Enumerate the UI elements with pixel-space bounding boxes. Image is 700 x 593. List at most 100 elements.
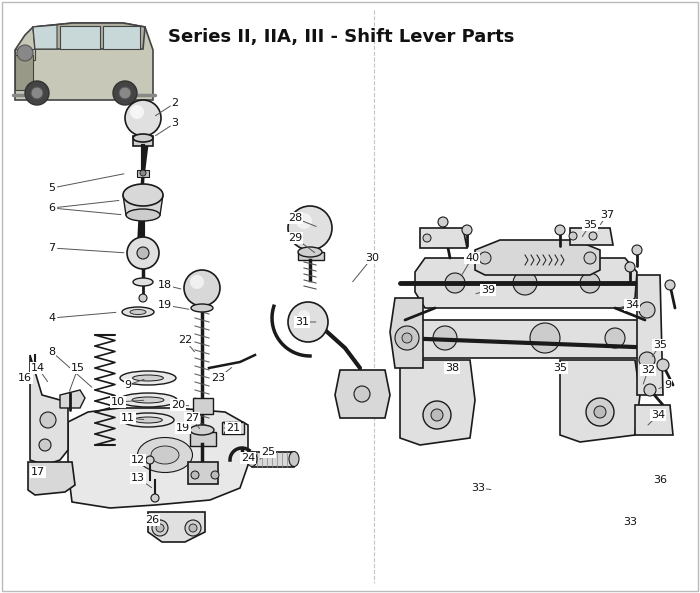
Text: 2: 2 (172, 98, 178, 108)
Circle shape (139, 294, 147, 302)
Polygon shape (60, 26, 100, 49)
Ellipse shape (132, 375, 163, 381)
Bar (15, 55, 33, 90)
Circle shape (438, 217, 448, 227)
Circle shape (632, 245, 642, 255)
Text: 17: 17 (31, 467, 45, 477)
Circle shape (25, 81, 49, 105)
Polygon shape (637, 275, 663, 395)
Circle shape (479, 252, 491, 264)
Polygon shape (68, 408, 248, 508)
Circle shape (462, 225, 472, 235)
Circle shape (644, 384, 656, 396)
Polygon shape (15, 49, 35, 60)
Text: 32: 32 (641, 365, 655, 375)
Text: 19: 19 (176, 423, 190, 433)
Polygon shape (33, 25, 57, 49)
Circle shape (190, 275, 204, 289)
Text: 15: 15 (71, 363, 85, 373)
Bar (252, 452, 294, 467)
Circle shape (657, 359, 669, 371)
Circle shape (584, 252, 596, 264)
Circle shape (127, 237, 159, 269)
Polygon shape (397, 320, 655, 358)
Text: 24: 24 (241, 453, 255, 463)
Text: 30: 30 (365, 253, 379, 263)
Text: 34: 34 (651, 410, 665, 420)
Text: 5: 5 (48, 183, 55, 193)
Circle shape (605, 328, 625, 348)
Polygon shape (560, 360, 640, 442)
Ellipse shape (133, 278, 153, 286)
Circle shape (125, 100, 161, 136)
Bar (188, 462, 218, 484)
Polygon shape (103, 26, 140, 49)
Text: 33: 33 (623, 517, 637, 527)
Polygon shape (15, 23, 153, 100)
Circle shape (530, 323, 560, 353)
Text: 10: 10 (111, 397, 125, 407)
Text: 27: 27 (185, 413, 199, 423)
Ellipse shape (122, 307, 154, 317)
Circle shape (189, 524, 197, 532)
Text: 11: 11 (121, 413, 135, 423)
Ellipse shape (119, 393, 177, 407)
Text: 7: 7 (48, 243, 55, 253)
Polygon shape (390, 298, 423, 368)
Circle shape (32, 362, 38, 368)
Bar (190, 432, 216, 446)
Circle shape (39, 439, 51, 451)
Text: 29: 29 (288, 233, 302, 243)
Circle shape (445, 273, 465, 293)
Polygon shape (30, 355, 68, 465)
Ellipse shape (122, 413, 174, 427)
Circle shape (296, 213, 312, 229)
Ellipse shape (137, 438, 193, 473)
Circle shape (402, 333, 412, 343)
Text: 3: 3 (172, 118, 178, 128)
Ellipse shape (247, 451, 257, 467)
Polygon shape (33, 23, 145, 49)
Text: 34: 34 (625, 300, 639, 310)
Circle shape (119, 87, 131, 99)
Text: 9: 9 (125, 380, 132, 390)
Ellipse shape (120, 371, 176, 385)
Circle shape (513, 271, 537, 295)
Circle shape (137, 247, 149, 259)
Bar (137, 170, 149, 177)
Text: 16: 16 (18, 373, 32, 383)
Polygon shape (335, 370, 390, 418)
Text: 23: 23 (211, 373, 225, 383)
Circle shape (580, 273, 600, 293)
Text: 12: 12 (131, 455, 145, 465)
Circle shape (151, 494, 159, 502)
Text: 1: 1 (48, 203, 55, 213)
Polygon shape (148, 512, 205, 542)
Circle shape (586, 398, 614, 426)
Text: 36: 36 (653, 475, 667, 485)
Circle shape (184, 270, 220, 306)
Circle shape (146, 456, 154, 464)
Circle shape (31, 87, 43, 99)
Circle shape (639, 352, 655, 368)
Text: 35: 35 (583, 220, 597, 230)
Ellipse shape (132, 397, 164, 403)
Text: 25: 25 (261, 447, 275, 457)
Text: 9: 9 (664, 380, 671, 390)
Circle shape (211, 471, 219, 479)
Text: 21: 21 (226, 423, 240, 433)
Circle shape (113, 81, 137, 105)
Ellipse shape (151, 446, 179, 464)
Text: 20: 20 (171, 400, 185, 410)
Ellipse shape (126, 209, 160, 221)
Text: 35: 35 (653, 340, 667, 350)
Text: 13: 13 (131, 473, 145, 483)
Circle shape (423, 401, 451, 429)
Circle shape (423, 234, 431, 242)
Circle shape (130, 105, 144, 119)
Text: 18: 18 (158, 280, 172, 290)
Circle shape (639, 302, 655, 318)
Circle shape (140, 170, 146, 176)
Text: 28: 28 (288, 213, 302, 223)
Circle shape (354, 386, 370, 402)
